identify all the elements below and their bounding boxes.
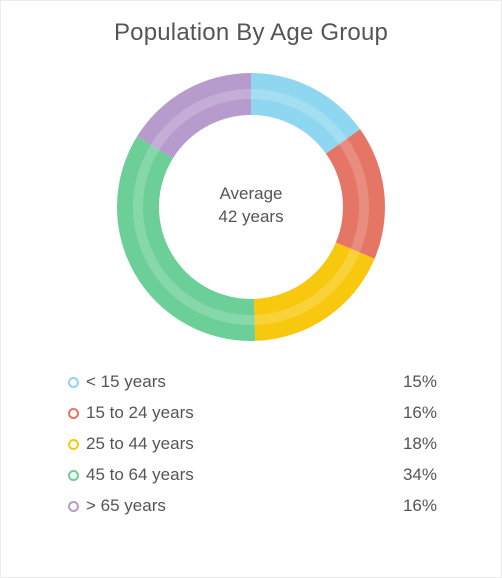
legend-marker-icon [68, 408, 79, 419]
legend-label: > 65 years [86, 496, 166, 515]
legend-value: 34% [402, 465, 437, 484]
legend-item[interactable]: 25 to 44 years 18% [67, 432, 437, 463]
donut-slice-under-15[interactable] [251, 73, 361, 154]
legend-item[interactable]: 45 to 64 years 34% [67, 463, 437, 494]
legend-value: 15% [402, 372, 437, 391]
legend-marker-icon [68, 470, 79, 481]
legend-item[interactable]: 15 to 24 years 16% [67, 401, 437, 432]
chart-legend: < 15 years 15% 15 to 24 years 16% 25 to … [67, 370, 437, 525]
legend-label: 45 to 64 years [86, 465, 194, 484]
legend-marker-icon [68, 439, 79, 450]
legend-item[interactable]: < 15 years 15% [67, 370, 437, 401]
donut-slice-over-65[interactable] [137, 73, 251, 159]
legend-label: 15 to 24 years [86, 403, 194, 422]
donut-chart [116, 73, 385, 341]
legend-label: < 15 years [86, 372, 166, 391]
center-label-line2: 42 years [218, 207, 284, 226]
legend-item[interactable]: > 65 years 16% [67, 494, 437, 525]
donut-highlight [133, 89, 369, 325]
donut-slice-15-24[interactable] [325, 129, 385, 259]
legend-label: 25 to 44 years [86, 434, 194, 453]
donut-center-label: Average 42 years [151, 182, 351, 228]
donut-slice-25-44[interactable] [253, 242, 375, 341]
center-label-line1: Average [219, 184, 283, 203]
legend-value: 16% [402, 496, 437, 515]
legend-marker-icon [68, 377, 79, 388]
chart-title: Population By Age Group [113, 19, 389, 46]
legend-value: 18% [402, 434, 437, 453]
legend-marker-icon [68, 501, 79, 512]
donut-slice-45-64[interactable] [116, 136, 256, 341]
legend-value: 16% [402, 403, 437, 422]
